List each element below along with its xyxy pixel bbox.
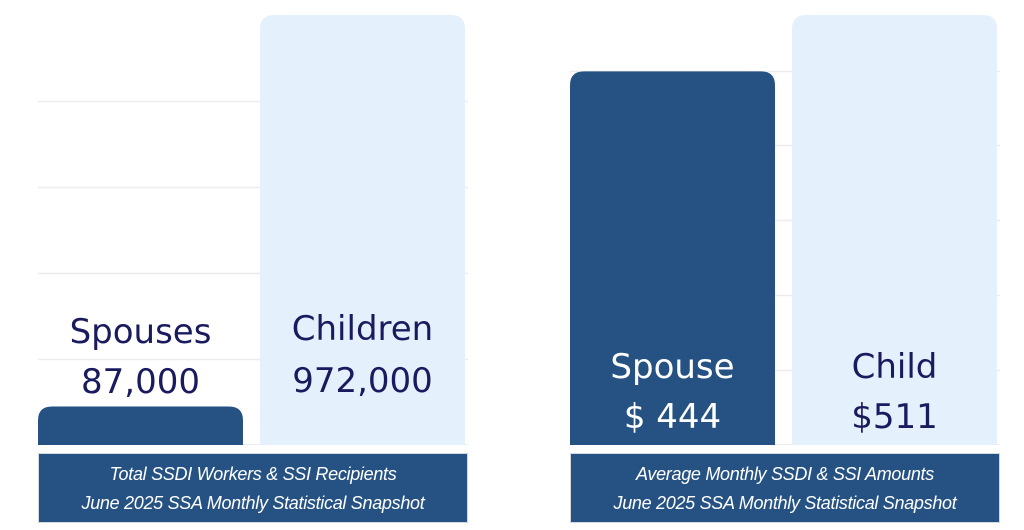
amounts-category-label-spouse: Spouse [610,347,734,387]
amounts-chart-subtitle: June 2025 SSA Monthly Statistical Snapsh… [613,493,957,513]
recipients-chart-subtitle: June 2025 SSA Monthly Statistical Snapsh… [81,493,425,513]
recipients-category-label-spouses: Spouses [70,312,212,352]
recipients-bar-children [260,15,465,445]
recipients-bar-spouses [38,406,243,445]
amounts-plot: Spouse $ 444 Child $511 [570,0,1000,446]
recipients-category-label-children: Children [292,309,433,349]
recipients-chart-svg: Spouses 87,000 Children 972,000 [38,15,468,445]
amounts-value-label-spouse: $ 444 [624,397,721,437]
recipients-chart-title: Total SSDI Workers & SSI Recipients [109,464,397,484]
amounts-caption: Average Monthly SSDI & SSI Amounts June … [570,453,1000,523]
recipients-caption: Total SSDI Workers & SSI Recipients June… [38,453,468,523]
recipients-value-label-children: 972,000 [292,361,433,401]
amounts-bar-spouse [570,71,775,446]
amounts-bar-child [792,15,997,445]
recipients-plot: Spouses 87,000 Children 972,000 [38,0,468,445]
recipients-value-label-spouses: 87,000 [81,362,200,402]
amounts-value-label-child: $511 [851,397,938,437]
amounts-chart-svg: Spouse $ 444 Child $511 [570,15,1000,446]
amounts-chart-title: Average Monthly SSDI & SSI Amounts [636,464,934,484]
amounts-category-label-child: Child [852,347,938,387]
